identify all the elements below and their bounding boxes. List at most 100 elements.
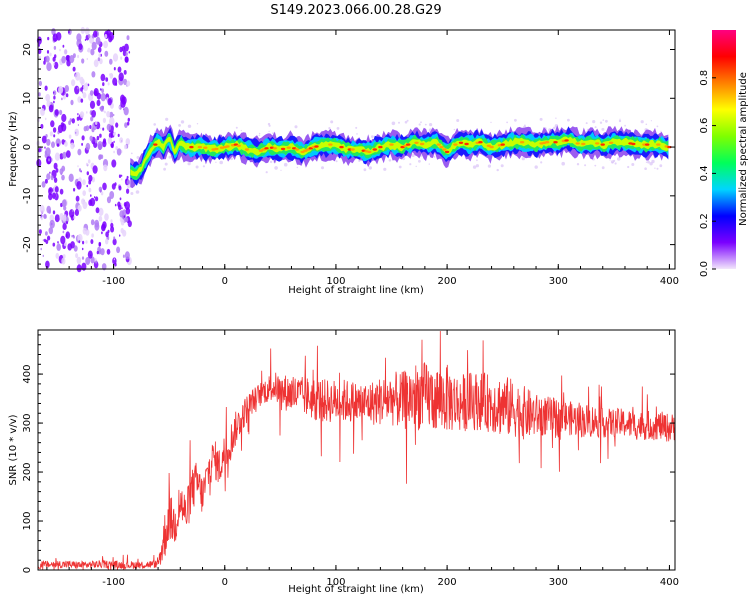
noise-speckle bbox=[104, 34, 108, 39]
ridge-halo-dot bbox=[654, 167, 656, 169]
noise-speckle bbox=[81, 256, 85, 260]
noise-speckle bbox=[44, 150, 47, 155]
noise-speckle bbox=[51, 141, 55, 148]
noise-speckle bbox=[106, 196, 112, 204]
noise-speckle bbox=[59, 48, 61, 52]
noise-speckle bbox=[45, 55, 50, 63]
ridge-halo-dot bbox=[321, 166, 324, 170]
ridge-halo-dot bbox=[195, 165, 199, 169]
ridge-core-mark bbox=[489, 145, 494, 149]
noise-speckle bbox=[102, 138, 107, 144]
noise-speckle bbox=[77, 165, 79, 168]
noise-speckle bbox=[91, 128, 93, 131]
noise-speckle bbox=[42, 254, 44, 258]
noise-speckle bbox=[60, 235, 66, 245]
noise-speckle bbox=[109, 111, 114, 119]
noise-speckle bbox=[52, 127, 57, 133]
noise-speckle bbox=[97, 57, 101, 62]
noise-speckle bbox=[80, 98, 84, 103]
noise-speckle bbox=[91, 127, 95, 133]
ridge-core-mark bbox=[153, 143, 158, 146]
noise-speckle bbox=[79, 111, 85, 119]
ridge-halo-dot bbox=[398, 121, 400, 124]
noise-speckle bbox=[114, 203, 117, 207]
ridge-core-mark bbox=[600, 143, 605, 146]
noise-speckle bbox=[98, 242, 102, 247]
ridge-halo-dot bbox=[553, 126, 556, 130]
ridge-halo-dot bbox=[523, 124, 526, 127]
ridge-halo-dot bbox=[335, 160, 338, 163]
noise-speckle bbox=[89, 125, 92, 129]
ridge-halo-dot bbox=[258, 132, 261, 135]
noise-speckle bbox=[113, 132, 116, 136]
noise-speckle bbox=[113, 113, 115, 117]
noise-speckle bbox=[123, 78, 128, 86]
noise-speckle bbox=[103, 40, 108, 49]
noise-speckle bbox=[110, 143, 114, 149]
ridge-halo-dot bbox=[429, 123, 433, 127]
noise-speckle bbox=[62, 44, 65, 48]
ridge-core-mark bbox=[236, 144, 241, 147]
noise-speckle bbox=[62, 223, 67, 230]
noise-speckle bbox=[61, 199, 67, 208]
noise-speckle bbox=[122, 50, 127, 57]
ridge-halo-dot bbox=[610, 160, 615, 164]
ridge-halo-dot bbox=[235, 126, 238, 129]
noise-speckle bbox=[59, 168, 64, 175]
ridge-core-mark bbox=[203, 146, 208, 149]
noise-speckle bbox=[52, 192, 57, 199]
noise-speckle bbox=[124, 56, 129, 63]
noise-speckle bbox=[81, 247, 84, 251]
spectrogram-noise-region bbox=[36, 26, 132, 273]
ridge-halo-dot bbox=[514, 118, 517, 122]
noise-speckle bbox=[68, 173, 74, 182]
noise-speckle bbox=[55, 168, 59, 173]
noise-speckle bbox=[107, 98, 112, 106]
ridge-halo-dot bbox=[368, 166, 372, 170]
noise-speckle bbox=[53, 61, 59, 70]
colorbar-tick-label: 0.4 bbox=[699, 165, 710, 181]
noise-speckle bbox=[94, 219, 100, 228]
noise-speckle bbox=[62, 151, 67, 159]
noise-speckle bbox=[41, 135, 47, 144]
noise-speckle bbox=[47, 235, 51, 241]
noise-speckle bbox=[96, 250, 99, 255]
noise-speckle bbox=[113, 67, 116, 71]
ridge-core-mark bbox=[439, 145, 444, 149]
y-tick-label: 20 bbox=[22, 43, 33, 56]
noise-speckle bbox=[60, 122, 65, 128]
ridge-core-mark bbox=[581, 142, 586, 146]
noise-speckle bbox=[59, 188, 64, 195]
noise-speckle bbox=[73, 187, 76, 192]
noise-speckle bbox=[70, 142, 75, 150]
noise-speckle bbox=[112, 238, 117, 246]
noise-speckle bbox=[46, 62, 52, 72]
noise-speckle bbox=[112, 53, 119, 62]
noise-speckle bbox=[115, 146, 118, 151]
ridge-core-mark bbox=[419, 142, 425, 146]
noise-speckle bbox=[53, 162, 58, 170]
noise-speckle bbox=[64, 141, 68, 147]
noise-speckle bbox=[46, 100, 51, 108]
noise-speckle bbox=[55, 252, 60, 259]
noise-speckle bbox=[109, 116, 115, 126]
ridge-halo-dot bbox=[328, 127, 331, 130]
snr-x-ticks: -100 0 100 200 300 400 bbox=[46, 330, 679, 588]
spectrogram-x-label: Height of straight line (km) bbox=[288, 285, 424, 296]
y-tick-label: 0 bbox=[22, 567, 33, 573]
noise-speckle bbox=[89, 100, 96, 110]
ridge-halo-dot bbox=[609, 159, 611, 161]
ridge-halo-dot bbox=[136, 156, 140, 159]
noise-speckle bbox=[54, 214, 60, 223]
noise-speckle bbox=[73, 215, 76, 220]
noise-speckle bbox=[84, 27, 90, 36]
ridge-halo-dot bbox=[500, 164, 504, 168]
noise-speckle bbox=[44, 178, 48, 184]
y-tick-label: -20 bbox=[22, 236, 33, 252]
ridge-halo-dot bbox=[602, 119, 605, 121]
noise-speckle bbox=[76, 116, 80, 121]
noise-speckle bbox=[102, 221, 107, 229]
noise-speckle bbox=[106, 248, 111, 255]
noise-speckle bbox=[39, 55, 41, 60]
noise-speckle bbox=[98, 186, 103, 192]
